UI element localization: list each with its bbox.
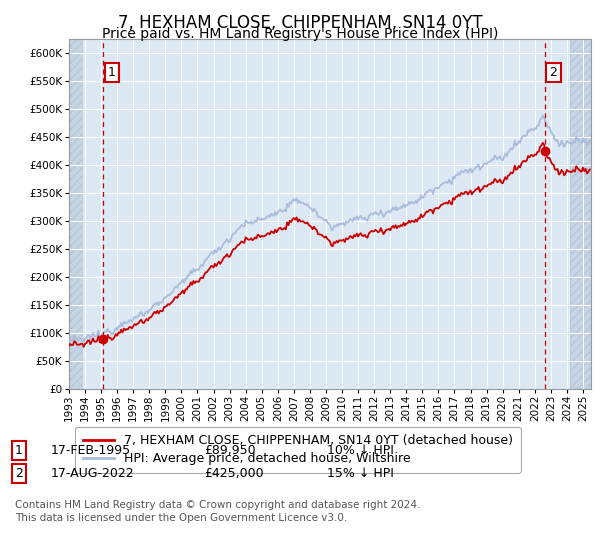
Text: Contains HM Land Registry data © Crown copyright and database right 2024.
This d: Contains HM Land Registry data © Crown c…	[15, 500, 421, 522]
Bar	[69, 39, 82, 389]
Bar	[569, 39, 591, 389]
Text: 2: 2	[550, 66, 557, 79]
Text: £425,000: £425,000	[204, 466, 263, 480]
Text: 7, HEXHAM CLOSE, CHIPPENHAM, SN14 0YT: 7, HEXHAM CLOSE, CHIPPENHAM, SN14 0YT	[118, 14, 482, 32]
Legend: 7, HEXHAM CLOSE, CHIPPENHAM, SN14 0YT (detached house), HPI: Average price, deta: 7, HEXHAM CLOSE, CHIPPENHAM, SN14 0YT (d…	[75, 427, 521, 473]
Bar	[569, 39, 591, 389]
Text: 15% ↓ HPI: 15% ↓ HPI	[327, 466, 394, 480]
Text: 17-FEB-1995: 17-FEB-1995	[51, 444, 131, 458]
Text: 1: 1	[108, 66, 116, 79]
Bar	[69, 39, 82, 389]
Text: 2: 2	[15, 466, 23, 480]
Text: £89,950: £89,950	[204, 444, 256, 458]
Text: Price paid vs. HM Land Registry's House Price Index (HPI): Price paid vs. HM Land Registry's House …	[102, 27, 498, 41]
Text: 17-AUG-2022: 17-AUG-2022	[51, 466, 134, 480]
Text: 1: 1	[15, 444, 23, 458]
Text: 10% ↓ HPI: 10% ↓ HPI	[327, 444, 394, 458]
